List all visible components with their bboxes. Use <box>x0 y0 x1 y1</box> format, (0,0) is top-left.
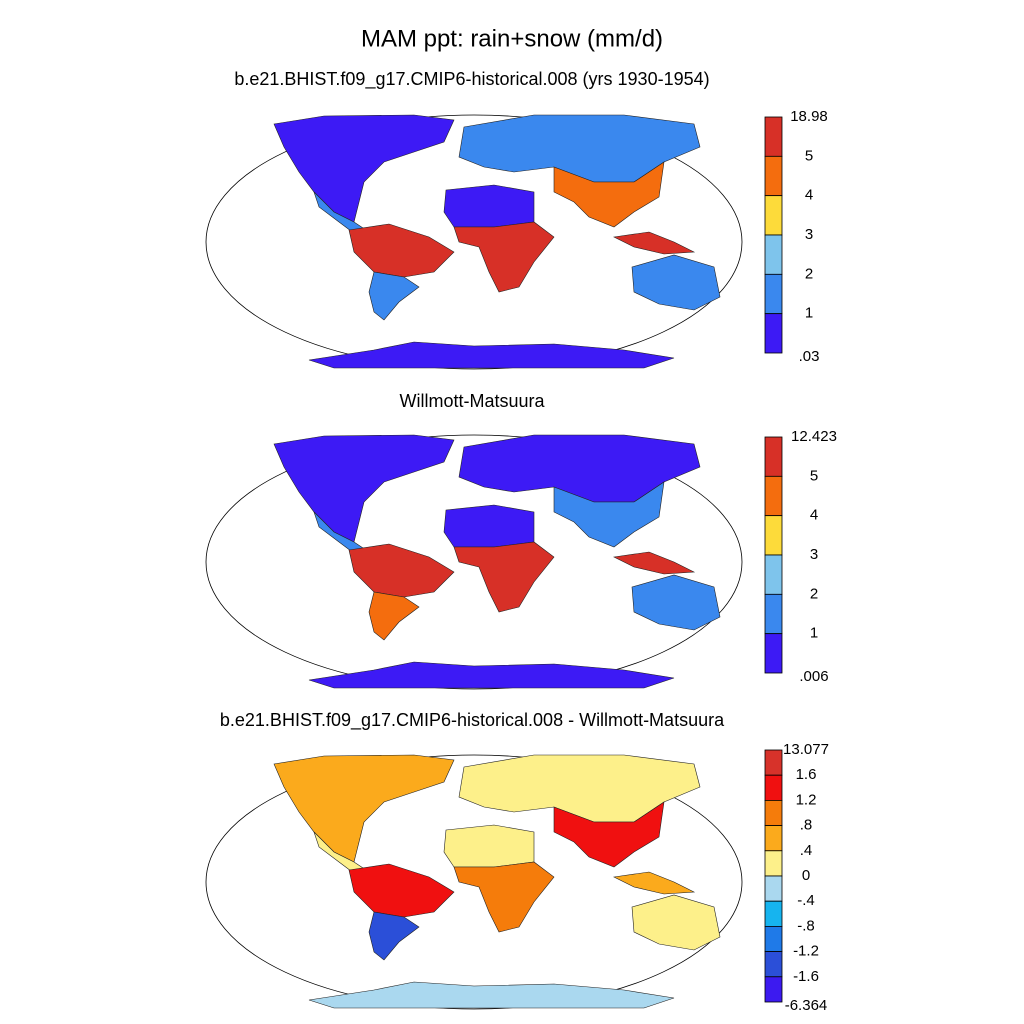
map <box>205 114 743 370</box>
colorbar-box <box>764 593 783 635</box>
colorbar-label: .006 <box>799 668 828 685</box>
colorbar-box <box>764 554 783 595</box>
colorbar-box <box>764 633 783 674</box>
colorbar-box <box>764 951 783 978</box>
colorbar-box <box>764 825 783 852</box>
colorbar-box <box>764 273 783 315</box>
colorbar-box <box>764 475 783 517</box>
colorbar-label: -1.6 <box>793 968 819 985</box>
colorbar-label: 12.423 <box>791 428 837 445</box>
colorbar-label: 0 <box>802 867 810 884</box>
colorbar-label: 4 <box>810 507 818 524</box>
colorbar-box <box>764 774 783 801</box>
figure-title: MAM ppt: rain+snow (mm/d) <box>361 25 663 52</box>
colorbar-box <box>764 900 783 927</box>
colorbar-box <box>764 875 783 902</box>
colorbar-box <box>764 976 783 1003</box>
colorbar-box <box>764 926 783 953</box>
panel-subtitle: b.e21.BHIST.f09_g17.CMIP6-historical.008… <box>220 710 725 731</box>
colorbar-box <box>764 749 783 776</box>
colorbar-label: 2 <box>810 585 818 602</box>
colorbar-label: 18.98 <box>790 108 828 125</box>
colorbar-label: .03 <box>799 348 820 365</box>
colorbar-label: 5 <box>805 147 813 164</box>
panel-subtitle: b.e21.BHIST.f09_g17.CMIP6-historical.008… <box>234 69 709 90</box>
colorbar-label: -.8 <box>797 917 815 934</box>
colorbar-box <box>764 234 783 275</box>
colorbar-label: 5 <box>810 467 818 484</box>
colorbar-box <box>764 155 783 197</box>
colorbar-label: 1 <box>810 625 818 642</box>
colorbar-label: 3 <box>810 546 818 563</box>
colorbar-label: -1.2 <box>793 943 819 960</box>
colorbar-label: .4 <box>800 842 813 859</box>
colorbar-box <box>764 800 783 827</box>
colorbar-label: -.4 <box>797 892 815 909</box>
panel-subtitle: Willmott-Matsuura <box>399 391 545 411</box>
colorbar-label: 4 <box>805 187 813 204</box>
colorbar-label: 1.6 <box>796 766 817 783</box>
colorbar-label: 1 <box>805 305 813 322</box>
colorbar-box <box>764 515 783 556</box>
colorbar-box <box>764 195 783 236</box>
colorbar-label: 3 <box>805 226 813 243</box>
map <box>205 434 743 690</box>
colorbar-box <box>764 850 783 877</box>
colorbar-label: 1.2 <box>796 791 817 808</box>
colorbar-box <box>764 313 783 354</box>
colorbar-label: .8 <box>800 817 813 834</box>
colorbar-label: -6.364 <box>785 997 828 1014</box>
colorbar-box <box>764 116 783 157</box>
colorbar-label: 13.077 <box>783 741 829 758</box>
colorbar-label: 2 <box>805 265 813 282</box>
map <box>205 754 743 1010</box>
colorbar-box <box>764 436 783 477</box>
